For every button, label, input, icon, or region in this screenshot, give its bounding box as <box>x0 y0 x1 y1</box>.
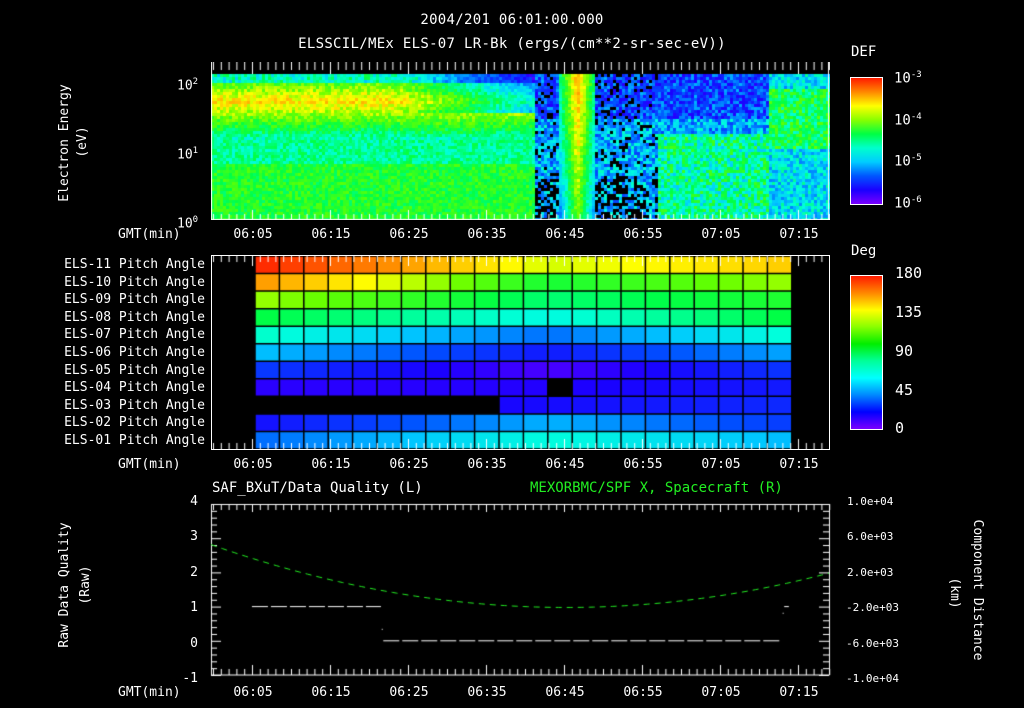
def-colorbar-tick: 10-4 <box>894 112 922 129</box>
panel3-ylabel-right: Component Distance <box>970 519 985 661</box>
pitch-angle-plot[interactable] <box>211 255 830 450</box>
left-y-tick-label: 2 <box>190 564 198 580</box>
x-tick-label: 06:15 <box>311 457 351 472</box>
pitch-angle-row-label: ELS-05 Pitch Angle <box>64 362 205 378</box>
plot-title: ELSSCIL/MEx ELS-07 LR-Bk (ergs/(cm**2-sr… <box>298 36 726 52</box>
right-y-tick-label: -2.0e+03 <box>846 601 899 615</box>
right-y-tick-label: 1.0e+04 <box>847 495 894 508</box>
left-y-tick-label: 4 <box>190 494 198 509</box>
deg-colorbar-tick: 135 <box>895 303 923 321</box>
def-colorbar-tick: 10-5 <box>894 153 922 170</box>
x-tick-label: 06:05 <box>233 457 273 472</box>
x-tick-label: 06:45 <box>545 685 585 700</box>
x-tick-label: 06:55 <box>623 685 663 700</box>
right-y-tick-label: 6.0e+03 <box>847 530 894 544</box>
x-tick-label: 06:35 <box>467 457 507 472</box>
left-y-tick-label: -1 <box>182 671 198 686</box>
left-y-tick-label: 3 <box>190 529 198 545</box>
panel2-xlabel: GMT(min) <box>118 457 181 472</box>
panel1-ylabel: Electron Energy <box>57 84 72 202</box>
line-plot[interactable] <box>200 498 845 680</box>
deg-colorbar-label: Deg <box>851 243 877 259</box>
pitch-angle-row-label: ELS-04 Pitch Angle <box>64 380 205 396</box>
panel3-right-title: MEXORBMC/SPF X, Spacecraft (R) <box>530 480 783 496</box>
left-y-tick-label: 0 <box>190 635 198 651</box>
x-tick-label: 06:25 <box>389 227 429 242</box>
panel1-ytick-100: 102 <box>177 77 199 94</box>
x-tick-label: 06:45 <box>545 457 585 472</box>
panel1-ytick-1: 100 <box>177 215 199 232</box>
def-colorbar-tick: 10-3 <box>894 70 922 87</box>
left-y-tick-label: 1 <box>190 600 198 616</box>
right-y-tick-label: 2.0e+03 <box>847 565 894 579</box>
x-tick-label: 06:05 <box>233 227 273 242</box>
pitch-angle-row-label: ELS-03 Pitch Angle <box>64 397 205 413</box>
x-tick-label: 06:45 <box>545 227 585 242</box>
x-tick-label: 06:35 <box>467 685 507 700</box>
panel1-ytick-10: 101 <box>177 146 199 163</box>
x-tick-label: 07:15 <box>779 685 819 700</box>
x-tick-label: 06:55 <box>623 227 663 242</box>
def-colorbar-tick: 10-6 <box>894 195 922 212</box>
pitch-angle-row-label: ELS-02 Pitch Angle <box>64 415 205 431</box>
pitch-angle-row-label: ELS-10 Pitch Angle <box>64 274 205 290</box>
x-tick-label: 07:05 <box>701 457 741 472</box>
spectrogram-plot[interactable] <box>211 62 830 220</box>
panel1-xlabel: GMT(min) <box>118 227 181 242</box>
deg-colorbar-tick: 90 <box>895 342 914 360</box>
pitch-angle-row-label: ELS-06 Pitch Angle <box>64 345 205 360</box>
panel3-yunits-right: (km) <box>947 577 962 609</box>
pitch-angle-row-label: ELS-01 Pitch Angle <box>64 433 205 448</box>
x-tick-label: 07:05 <box>701 227 741 242</box>
deg-colorbar-tick: 180 <box>895 264 923 282</box>
def-colorbar-label: DEF <box>851 44 877 60</box>
x-tick-label: 06:25 <box>389 457 429 472</box>
right-y-tick-label: -1.0e+04 <box>846 672 899 685</box>
panel3-left-title: SAF_BXuT/Data Quality (L) <box>212 480 423 496</box>
deg-colorbar-tick: 0 <box>895 419 905 437</box>
deg-colorbar <box>850 275 883 430</box>
panel1-yunits: (eV) <box>75 126 90 158</box>
plot-timestamp: 2004/201 06:01:00.000 <box>420 12 604 28</box>
panel3-yunits-left: (Raw) <box>78 565 93 605</box>
x-tick-label: 06:25 <box>389 685 429 700</box>
x-tick-label: 07:15 <box>779 457 819 472</box>
panel3-xlabel: GMT(min) <box>118 685 181 700</box>
x-tick-label: 06:15 <box>311 227 351 242</box>
x-tick-label: 06:35 <box>467 227 507 242</box>
pitch-angle-row-label: ELS-09 Pitch Angle <box>64 292 205 308</box>
def-colorbar <box>850 77 883 205</box>
x-tick-label: 06:55 <box>623 457 663 472</box>
pitch-angle-row-label: ELS-08 Pitch Angle <box>64 309 205 325</box>
x-tick-label: 07:05 <box>701 685 741 700</box>
pitch-angle-row-label: ELS-07 Pitch Angle <box>64 327 205 343</box>
right-y-tick-label: -6.0e+03 <box>846 636 899 650</box>
panel3-ylabel-left: Raw Data Quality <box>57 522 72 648</box>
x-tick-label: 06:15 <box>311 685 351 700</box>
deg-colorbar-tick: 45 <box>895 381 914 399</box>
x-tick-label: 07:15 <box>779 227 819 242</box>
x-tick-label: 06:05 <box>233 685 273 700</box>
pitch-angle-row-label: ELS-11 Pitch Angle <box>64 257 205 272</box>
